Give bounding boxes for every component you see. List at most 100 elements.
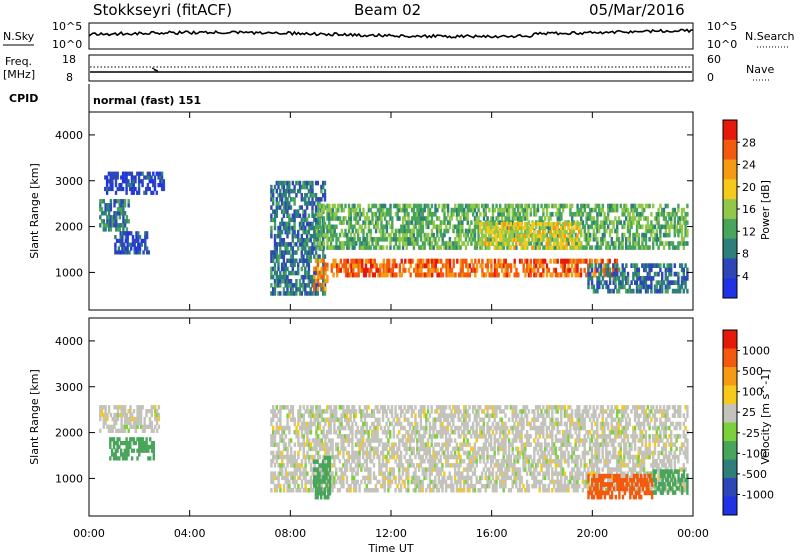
heatmap-cell xyxy=(628,288,631,294)
heatmap-cell xyxy=(349,212,353,217)
heatmap-cell xyxy=(306,421,309,427)
heatmap-cell xyxy=(118,405,121,410)
heatmap-cell xyxy=(291,475,295,481)
heatmap-cell xyxy=(282,213,286,218)
heatmap-cell xyxy=(145,235,149,240)
heatmap-cell xyxy=(378,228,381,234)
heatmap-cell xyxy=(572,212,576,217)
heatmap-cell xyxy=(288,479,291,485)
heatmap-cell xyxy=(598,271,601,277)
heatmap-cell xyxy=(480,450,484,456)
heatmap-cell xyxy=(625,237,628,242)
heatmap-cell xyxy=(322,254,325,259)
heatmap-cell xyxy=(143,420,146,426)
heatmap-cell xyxy=(583,245,586,250)
heatmap-cell xyxy=(344,463,347,468)
heatmap-cell xyxy=(286,250,289,255)
heatmap-cell xyxy=(558,272,561,278)
heatmap-cell xyxy=(152,183,155,188)
heatmap-cell xyxy=(605,263,608,268)
heatmap-cell xyxy=(526,267,529,273)
heatmap-cell xyxy=(599,241,603,246)
heatmap-cell xyxy=(313,254,316,259)
heatmap-cell xyxy=(448,220,452,225)
heatmap-cell xyxy=(111,179,114,184)
heatmap-cell xyxy=(657,207,660,213)
heatmap-cell xyxy=(553,245,556,250)
heatmap-cell xyxy=(380,438,383,443)
heatmap-cell xyxy=(401,207,405,213)
heatmap-cell xyxy=(349,467,352,472)
heatmap-cell xyxy=(488,417,491,422)
heatmap-cell xyxy=(148,171,151,176)
heatmap-cell xyxy=(302,209,305,214)
heatmap-cell xyxy=(423,405,426,410)
heatmap-cell xyxy=(509,222,512,227)
heatmap-cell xyxy=(148,420,152,426)
heatmap-cell xyxy=(273,471,277,476)
heatmap-cell xyxy=(454,241,457,246)
heatmap-cell xyxy=(657,237,660,242)
heatmap-cell xyxy=(459,258,463,264)
heatmap-cell xyxy=(434,224,437,230)
heatmap-cell xyxy=(369,479,372,485)
heatmap-cell xyxy=(453,425,457,431)
heatmap-cell xyxy=(405,471,408,476)
heatmap-cell xyxy=(453,405,457,410)
heatmap-cell xyxy=(145,186,148,192)
heatmap-cell xyxy=(300,197,303,202)
heatmap-cell xyxy=(511,241,514,246)
heatmap-cell xyxy=(423,207,426,213)
heatmap-cell xyxy=(552,225,556,231)
heatmap-cell xyxy=(450,267,454,273)
heatmap-cell xyxy=(677,284,680,290)
heatmap-cell xyxy=(277,193,280,198)
heatmap-cell xyxy=(291,238,294,243)
heatmap-cell xyxy=(106,416,109,422)
heatmap-cell xyxy=(288,413,291,418)
heatmap-cell xyxy=(431,263,434,269)
heatmap-cell xyxy=(347,228,351,234)
heatmap-cell xyxy=(426,450,430,456)
heatmap-cell xyxy=(311,205,314,210)
heatmap-cell xyxy=(317,207,320,213)
heatmap-cell xyxy=(118,444,121,449)
heatmap-cell xyxy=(279,454,282,460)
heatmap-cell xyxy=(639,284,642,290)
heatmap-cell xyxy=(580,220,583,225)
heatmap-cell xyxy=(311,279,314,284)
heatmap-cell xyxy=(437,228,441,234)
heatmap-cell xyxy=(354,463,358,468)
heatmap-cell xyxy=(302,221,305,227)
heatmap-cell xyxy=(125,179,128,184)
heatmap-cell xyxy=(437,488,441,493)
heatmap-cell xyxy=(499,263,502,269)
heatmap-cell xyxy=(558,233,561,239)
heatmap-cell xyxy=(148,424,152,429)
heatmap-cell xyxy=(139,437,143,442)
heatmap-cell xyxy=(353,479,356,485)
heatmap-cell xyxy=(107,203,111,208)
heatmap-cell xyxy=(127,409,130,414)
heatmap-cell xyxy=(305,283,309,288)
heatmap-cell xyxy=(596,220,599,225)
heatmap-cell xyxy=(471,488,475,493)
heatmap-cell xyxy=(454,207,457,213)
heatmap-cell xyxy=(569,245,572,250)
nsky-series xyxy=(88,28,693,39)
heatmap-cell xyxy=(623,203,626,209)
heatmap-cell xyxy=(675,280,678,285)
heatmap-cell xyxy=(444,483,448,489)
heatmap-cell xyxy=(603,228,606,234)
heatmap-cell xyxy=(439,228,443,234)
station-title: Stokkseyri (fitACF) xyxy=(93,1,232,19)
heatmap-cell xyxy=(457,272,461,278)
heatmap-cell xyxy=(277,417,280,422)
heatmap-cell xyxy=(351,459,354,464)
heatmap-cell xyxy=(607,271,610,277)
heatmap-cell xyxy=(299,463,302,468)
heatmap-cell xyxy=(279,488,282,493)
heatmap-cell xyxy=(337,237,340,242)
heatmap-cell xyxy=(104,175,107,180)
heatmap-cell xyxy=(130,456,134,461)
